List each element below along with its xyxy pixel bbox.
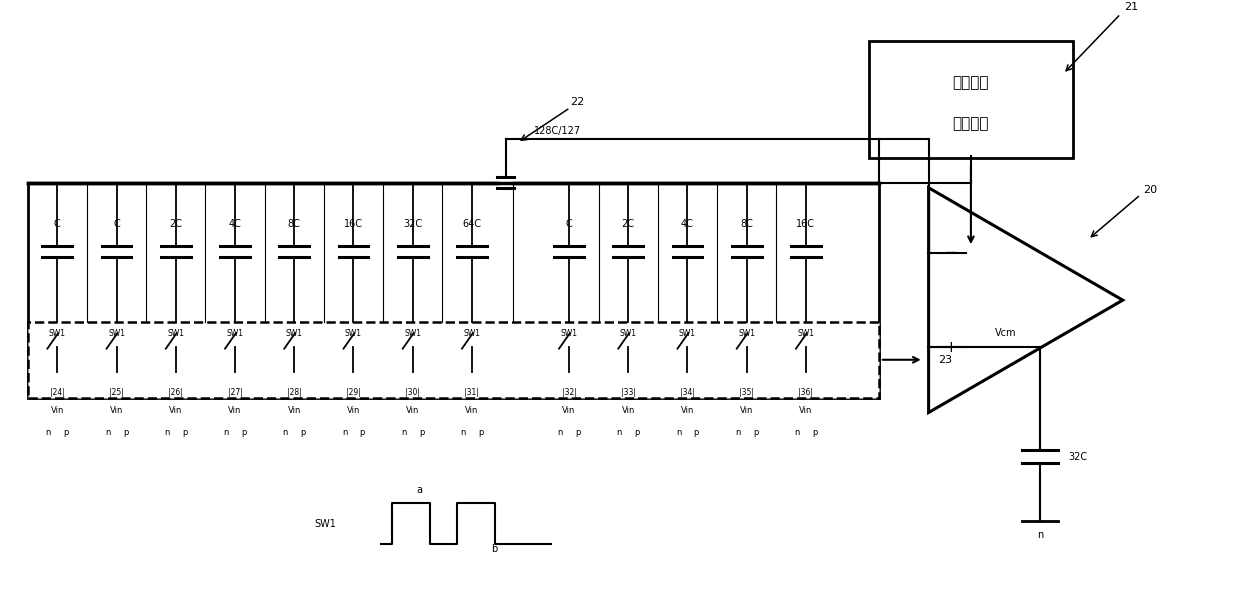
Text: C: C bbox=[113, 219, 120, 229]
Text: Vin: Vin bbox=[465, 406, 478, 415]
Text: p: p bbox=[575, 427, 581, 436]
Text: n: n bbox=[794, 427, 799, 436]
Text: SW1: SW1 bbox=[463, 329, 481, 338]
Text: |24|: |24| bbox=[50, 388, 64, 397]
Text: a: a bbox=[416, 485, 422, 495]
Text: |32|: |32| bbox=[561, 388, 576, 397]
Text: |30|: |30| bbox=[405, 388, 420, 397]
Text: SW1: SW1 bbox=[344, 329, 362, 338]
Text: n: n bbox=[164, 427, 170, 436]
Text: p: p bbox=[813, 427, 818, 436]
Text: n: n bbox=[735, 427, 741, 436]
Text: 4C: 4C bbox=[228, 219, 242, 229]
Text: SW1: SW1 bbox=[48, 329, 66, 338]
Text: 21: 21 bbox=[1124, 2, 1137, 12]
Bar bbox=[27, 322, 878, 398]
Text: n: n bbox=[675, 427, 681, 436]
Text: Vin: Vin bbox=[799, 406, 813, 415]
Text: p: p bbox=[182, 427, 187, 436]
Text: n: n bbox=[460, 427, 466, 436]
Text: |27|: |27| bbox=[228, 388, 243, 397]
Bar bbox=[27, 183, 878, 398]
Text: Vin: Vin bbox=[51, 406, 64, 415]
Text: |29|: |29| bbox=[346, 388, 361, 397]
Text: |25|: |25| bbox=[109, 388, 124, 397]
Text: 16C: 16C bbox=[797, 219, 815, 229]
Text: SW1: SW1 bbox=[404, 329, 421, 338]
Text: n: n bbox=[1037, 529, 1043, 540]
Text: p: p bbox=[359, 427, 366, 436]
Text: n: n bbox=[105, 427, 110, 436]
Text: 8C: 8C bbox=[287, 219, 301, 229]
Text: Vin: Vin bbox=[110, 406, 123, 415]
Text: p: p bbox=[419, 427, 424, 436]
Bar bbox=[869, 41, 1073, 159]
Text: SW1: SW1 bbox=[738, 329, 756, 338]
Text: n: n bbox=[342, 427, 347, 436]
Text: |36|: |36| bbox=[798, 388, 814, 397]
Text: p: p bbox=[123, 427, 128, 436]
Text: 22: 22 bbox=[570, 97, 585, 107]
Text: 32C: 32C bbox=[403, 219, 422, 229]
Text: n: n bbox=[558, 427, 563, 436]
Text: n: n bbox=[282, 427, 287, 436]
Text: −: − bbox=[944, 245, 957, 260]
Text: 2C: 2C bbox=[622, 219, 634, 229]
Text: Vin: Vin bbox=[740, 406, 753, 415]
Text: SW1: SW1 bbox=[315, 519, 336, 529]
Text: Vin: Vin bbox=[406, 406, 419, 415]
Text: 128C/127: 128C/127 bbox=[534, 126, 581, 136]
Text: SW1: SW1 bbox=[798, 329, 814, 338]
Text: 4C: 4C bbox=[681, 219, 694, 229]
Text: SW1: SW1 bbox=[560, 329, 577, 338]
Text: 23: 23 bbox=[939, 355, 953, 365]
Text: p: p bbox=[301, 427, 306, 436]
Text: b: b bbox=[492, 545, 498, 554]
Text: SW1: SW1 bbox=[167, 329, 185, 338]
Text: SW1: SW1 bbox=[286, 329, 302, 338]
Text: Vin: Vin bbox=[287, 406, 301, 415]
Text: 32C: 32C bbox=[1068, 451, 1087, 462]
Text: |35|: |35| bbox=[740, 388, 755, 397]
Text: n: n bbox=[401, 427, 406, 436]
Text: SW1: SW1 bbox=[620, 329, 637, 338]
Text: SW1: SW1 bbox=[679, 329, 696, 338]
Text: p: p bbox=[634, 427, 639, 436]
Text: n: n bbox=[46, 427, 51, 436]
Text: SW1: SW1 bbox=[108, 329, 125, 338]
Text: 20: 20 bbox=[1144, 185, 1157, 195]
Text: p: p bbox=[694, 427, 699, 436]
Text: Vin: Vin bbox=[680, 406, 694, 415]
Text: 64C: 64C bbox=[462, 219, 482, 229]
Text: Vin: Vin bbox=[169, 406, 182, 415]
Text: Vin: Vin bbox=[347, 406, 361, 415]
Text: +: + bbox=[944, 340, 957, 355]
Text: |28|: |28| bbox=[287, 388, 301, 397]
Text: |26|: |26| bbox=[169, 388, 183, 397]
Text: p: p bbox=[753, 427, 758, 436]
Text: C: C bbox=[55, 219, 61, 229]
Text: C: C bbox=[565, 219, 572, 229]
Text: 2C: 2C bbox=[170, 219, 182, 229]
Text: 16C: 16C bbox=[344, 219, 363, 229]
Text: Vcm: Vcm bbox=[995, 328, 1016, 338]
Text: |33|: |33| bbox=[621, 388, 636, 397]
Text: 匹配误差: 匹配误差 bbox=[953, 75, 989, 90]
Text: p: p bbox=[242, 427, 247, 436]
Text: p: p bbox=[478, 427, 483, 436]
Text: |31|: |31| bbox=[465, 388, 479, 397]
Text: |34|: |34| bbox=[680, 388, 695, 397]
Text: Vin: Vin bbox=[622, 406, 634, 415]
Text: n: n bbox=[223, 427, 229, 436]
Text: p: p bbox=[63, 427, 69, 436]
Text: 校正计算: 校正计算 bbox=[953, 116, 989, 131]
Text: SW1: SW1 bbox=[227, 329, 244, 338]
Text: n: n bbox=[617, 427, 622, 436]
Text: 8C: 8C bbox=[740, 219, 753, 229]
Text: Vin: Vin bbox=[228, 406, 242, 415]
Text: Vin: Vin bbox=[563, 406, 576, 415]
